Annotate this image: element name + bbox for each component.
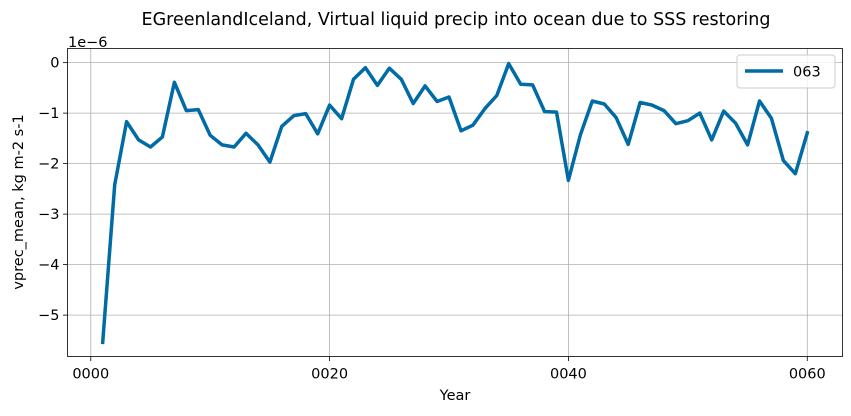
series-layer	[100, 61, 810, 345]
legend-label-063: 063	[793, 65, 821, 81]
x-tick-label: 0060	[789, 367, 826, 383]
y-tick-label: −1	[38, 106, 59, 122]
y-tick-label: −4	[38, 258, 59, 274]
y-tick-label: 0	[50, 56, 59, 72]
legend-box	[736, 54, 836, 89]
series-line-063	[100, 61, 810, 345]
legend: 063	[736, 54, 836, 89]
grid	[67, 48, 843, 357]
x-axis-ticks: 0000 0020 0040 0060	[72, 356, 826, 383]
y-axis-label: vprec_mean, kg m-2 s-1	[11, 114, 27, 289]
x-tick-label: 0020	[311, 367, 348, 383]
x-tick-label: 0000	[72, 367, 109, 383]
x-tick-label: 0040	[550, 367, 587, 383]
chart-title: EGreenlandIceland, Virtual liquid precip…	[142, 10, 771, 30]
plot-frame	[67, 48, 843, 357]
y-offset-label: 1e−6	[68, 35, 108, 51]
y-axis-ticks: −5 −4 −3 −2 −1 0	[38, 56, 68, 324]
y-tick-label: −3	[38, 207, 59, 223]
x-axis-label: Year	[439, 388, 471, 404]
y-tick-label: −2	[38, 157, 59, 173]
y-tick-label: −5	[38, 308, 59, 324]
